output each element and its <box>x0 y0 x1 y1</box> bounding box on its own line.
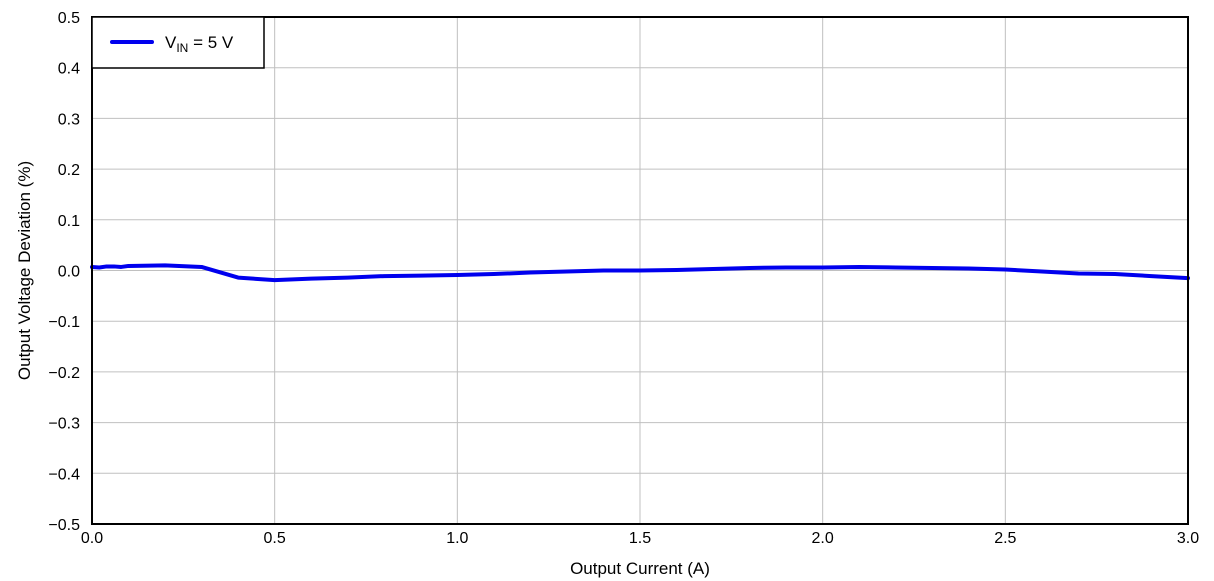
series-line-vin-5v <box>90 263 1190 283</box>
y-tick-label: 0.4 <box>58 61 80 78</box>
x-tick-label: 0.5 <box>264 530 286 547</box>
x-tick-label: 0.0 <box>81 530 103 547</box>
x-tick-label: 1.0 <box>446 530 468 547</box>
y-tick-label: 0.0 <box>58 264 80 281</box>
legend-label-main: V <box>165 33 177 52</box>
y-axis-label: Output Voltage Deviation (%) <box>15 161 34 380</box>
x-tick-label: 1.5 <box>629 530 651 547</box>
y-tick-label: 0.2 <box>58 162 80 179</box>
y-tick-label: −0.4 <box>48 466 80 483</box>
y-tick-label: 0.1 <box>58 213 80 230</box>
x-tick-label: 2.0 <box>812 530 834 547</box>
y-tick-label: −0.3 <box>48 416 80 433</box>
y-tick-label: −0.5 <box>48 517 80 534</box>
y-axis-ticks: −0.5 −0.4 −0.3 −0.2 −0.1 0.0 0.1 0.2 0.3 0.4 0.5 <box>48 10 80 534</box>
x-tick-label: 2.5 <box>994 530 1016 547</box>
x-axis-label: Output Current (A) <box>570 559 710 578</box>
legend-label-rest: = 5 V <box>188 33 234 52</box>
legend-label-vin-5v: VIN = 5 V <box>165 33 234 55</box>
plot-frame <box>91 16 1189 525</box>
y-tick-label: 0.5 <box>58 10 80 27</box>
y-tick-label: 0.3 <box>58 111 80 128</box>
x-axis-ticks: 0.0 0.5 1.0 1.5 2.0 2.5 3.0 <box>81 530 1199 547</box>
y-tick-label: −0.2 <box>48 365 80 382</box>
legend: VIN = 5 V <box>91 16 265 69</box>
series-layer <box>90 263 1190 283</box>
x-tick-label: 3.0 <box>1177 530 1199 547</box>
y-tick-label: −0.1 <box>48 314 80 331</box>
legend-label-subscript: IN <box>176 41 188 55</box>
